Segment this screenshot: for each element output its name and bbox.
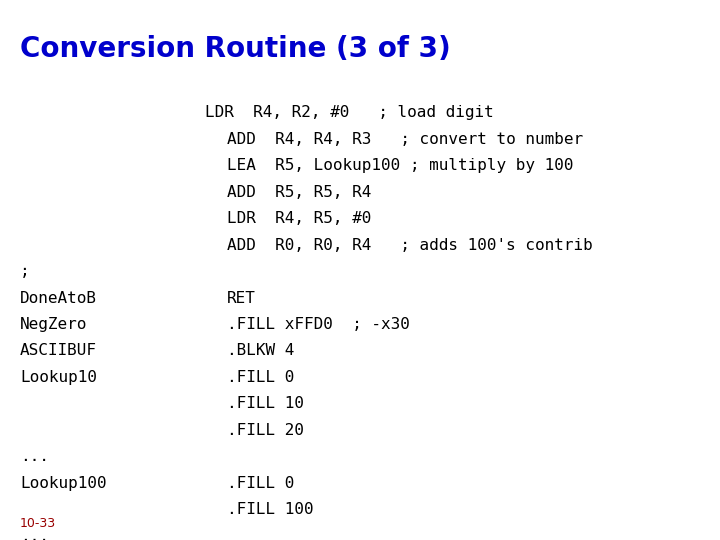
Text: ...: ... <box>20 529 49 540</box>
Text: LEA  R5, Lookup100 ; multiply by 100: LEA R5, Lookup100 ; multiply by 100 <box>227 158 573 173</box>
Text: Lookup10: Lookup10 <box>20 370 97 385</box>
Text: .BLKW 4: .BLKW 4 <box>227 343 294 359</box>
Text: .FILL 0: .FILL 0 <box>227 370 294 385</box>
Text: .FILL xFFD0  ; -x30: .FILL xFFD0 ; -x30 <box>227 317 410 332</box>
Text: LDR  R4, R5, #0: LDR R4, R5, #0 <box>227 211 372 226</box>
Text: ...: ... <box>20 449 49 464</box>
Text: ADD  R5, R5, R4: ADD R5, R5, R4 <box>227 185 372 200</box>
Text: .FILL 0: .FILL 0 <box>227 476 294 491</box>
Text: NegZero: NegZero <box>20 317 88 332</box>
Text: .FILL 10: .FILL 10 <box>227 396 304 411</box>
Text: ASCIIBUF: ASCIIBUF <box>20 343 97 359</box>
Text: DoneAtoB: DoneAtoB <box>20 291 97 306</box>
Text: ;: ; <box>20 264 30 279</box>
Text: Lookup100: Lookup100 <box>20 476 107 491</box>
Text: RET: RET <box>227 291 256 306</box>
Text: LDR  R4, R2, #0   ; load digit: LDR R4, R2, #0 ; load digit <box>205 105 494 120</box>
Text: .FILL 100: .FILL 100 <box>227 502 313 517</box>
Text: ADD  R4, R4, R3   ; convert to number: ADD R4, R4, R3 ; convert to number <box>227 132 583 147</box>
Text: 10-33: 10-33 <box>20 517 56 530</box>
Text: ADD  R0, R0, R4   ; adds 100's contrib: ADD R0, R0, R4 ; adds 100's contrib <box>227 238 593 253</box>
Text: .FILL 20: .FILL 20 <box>227 423 304 438</box>
Text: Conversion Routine (3 of 3): Conversion Routine (3 of 3) <box>20 35 451 63</box>
